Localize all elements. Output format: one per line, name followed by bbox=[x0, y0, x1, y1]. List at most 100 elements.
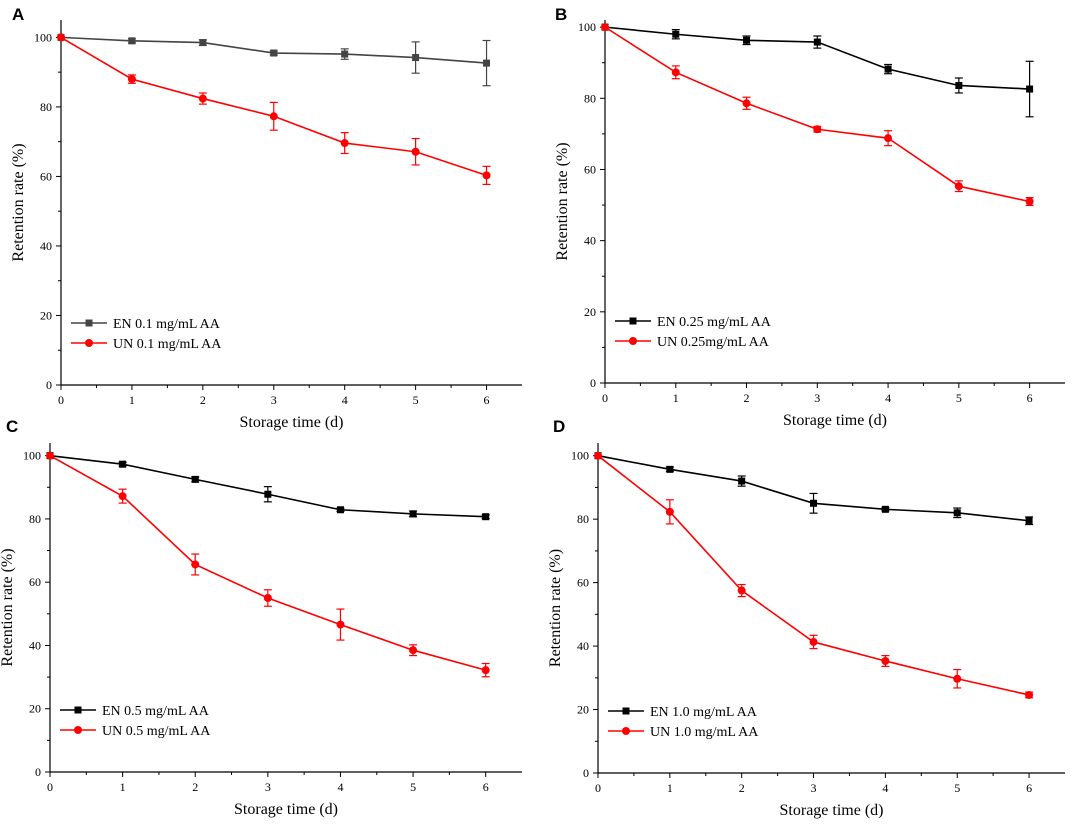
data-point-square bbox=[199, 39, 207, 47]
legend-entry: UN 0.25mg/mL AA bbox=[615, 335, 770, 350]
y-tick-label: 20 bbox=[577, 703, 589, 717]
x-tick-label: 1 bbox=[673, 391, 679, 405]
x-tick-label: 3 bbox=[811, 781, 817, 795]
data-point-square bbox=[666, 465, 674, 473]
data-point-square bbox=[270, 49, 278, 57]
data-point-circle bbox=[953, 674, 962, 683]
data-point-circle bbox=[409, 646, 418, 655]
x-tick-label: 5 bbox=[413, 393, 419, 407]
legend-entry: EN 1.0 mg/mL AA bbox=[608, 705, 758, 720]
data-point-circle bbox=[813, 125, 822, 134]
data-point-circle bbox=[1025, 197, 1034, 206]
y-tick-label: 100 bbox=[571, 449, 589, 463]
data-point-square bbox=[672, 30, 680, 38]
data-point-circle bbox=[191, 560, 200, 569]
x-tick-label: 5 bbox=[954, 781, 960, 795]
y-tick-label: 40 bbox=[40, 239, 52, 253]
legend-label: EN 1.0 mg/mL AA bbox=[650, 705, 758, 720]
x-tick-label: 0 bbox=[58, 393, 64, 407]
series-en bbox=[594, 452, 1034, 526]
series-un bbox=[46, 451, 490, 678]
x-tick-label: 4 bbox=[882, 781, 888, 795]
data-point-circle bbox=[198, 94, 207, 103]
x-tick-label: 6 bbox=[1027, 391, 1033, 405]
series-un bbox=[594, 451, 1034, 699]
x-tick-label: 3 bbox=[265, 780, 271, 794]
legend-marker-square bbox=[85, 319, 93, 327]
data-point-circle bbox=[46, 451, 54, 460]
x-axis-title: Storage time (d) bbox=[240, 414, 344, 431]
x-tick-label: 0 bbox=[47, 780, 53, 794]
panel-letter-d: D bbox=[553, 417, 565, 436]
legend-entry: UN 0.1 mg/mL AA bbox=[71, 337, 222, 352]
data-point-circle bbox=[737, 586, 746, 595]
legend-label: UN 0.1 mg/mL AA bbox=[113, 337, 222, 352]
legend-entry: EN 0.1 mg/mL AA bbox=[71, 317, 221, 332]
x-tick-label: 1 bbox=[120, 780, 126, 794]
legend-entry: EN 0.5 mg/mL AA bbox=[60, 704, 210, 719]
data-point-circle bbox=[263, 594, 272, 603]
x-tick-label: 2 bbox=[739, 781, 745, 795]
legend-entry: UN 1.0 mg/mL AA bbox=[608, 725, 759, 740]
y-tick-label: 100 bbox=[578, 20, 596, 34]
data-point-circle bbox=[481, 666, 490, 675]
data-point-square bbox=[955, 81, 963, 89]
data-point-circle bbox=[411, 147, 420, 156]
x-tick-label: 2 bbox=[192, 780, 198, 794]
series-en bbox=[46, 452, 490, 521]
panel-letter-c: C bbox=[6, 417, 18, 436]
data-point-square bbox=[191, 475, 199, 483]
x-axis-title: Storage time (d) bbox=[234, 801, 338, 818]
legend-marker-circle bbox=[622, 727, 630, 735]
y-axis-title: Retention rate (%) bbox=[0, 548, 16, 666]
y-tick-label: 60 bbox=[577, 576, 589, 590]
y-tick-label: 100 bbox=[34, 30, 52, 44]
y-tick-label: 100 bbox=[23, 449, 41, 463]
panel-letter-b: B bbox=[555, 5, 567, 24]
data-point-circle bbox=[954, 182, 963, 191]
series-line bbox=[597, 455, 1030, 696]
data-point-square bbox=[409, 510, 417, 518]
series-en bbox=[57, 33, 491, 87]
y-axis-title: Retention rate (%) bbox=[10, 143, 27, 261]
data-point-circle bbox=[57, 33, 65, 42]
data-point-circle bbox=[594, 451, 602, 460]
y-tick-label: 20 bbox=[584, 305, 596, 319]
y-tick-label: 40 bbox=[29, 638, 41, 652]
legend-entry: UN 0.5 mg/mL AA bbox=[60, 724, 211, 739]
legend-marker-square bbox=[74, 706, 82, 714]
x-tick-label: 1 bbox=[129, 393, 135, 407]
data-point-square bbox=[482, 513, 490, 521]
y-tick-label: 80 bbox=[40, 100, 52, 114]
x-axis-title: Storage time (d) bbox=[780, 802, 884, 819]
x-tick-label: 4 bbox=[337, 780, 343, 794]
y-tick-label: 0 bbox=[590, 376, 596, 390]
y-tick-label: 20 bbox=[40, 308, 52, 322]
y-axis-title: Retention rate (%) bbox=[554, 142, 571, 260]
x-tick-label: 1 bbox=[667, 781, 673, 795]
x-tick-label: 0 bbox=[595, 781, 601, 795]
legend-label: UN 1.0 mg/mL AA bbox=[650, 725, 759, 740]
legend-label: EN 0.25 mg/mL AA bbox=[657, 315, 772, 330]
data-point-circle bbox=[884, 134, 893, 143]
x-axis-title: Storage time (d) bbox=[783, 412, 887, 429]
data-point-circle bbox=[336, 620, 345, 629]
x-tick-label: 2 bbox=[744, 391, 750, 405]
data-point-circle bbox=[118, 492, 127, 501]
legend-marker-circle bbox=[74, 726, 82, 734]
series-line bbox=[604, 26, 1030, 203]
y-tick-label: 80 bbox=[584, 91, 596, 105]
data-point-square bbox=[483, 59, 491, 67]
legend-label: UN 0.5 mg/mL AA bbox=[102, 724, 211, 739]
x-tick-label: 6 bbox=[483, 780, 489, 794]
legend-entry: EN 0.25 mg/mL AA bbox=[615, 315, 772, 330]
data-point-circle bbox=[340, 139, 349, 148]
data-point-square bbox=[341, 50, 349, 58]
data-point-circle bbox=[601, 23, 609, 32]
legend-label: EN 0.1 mg/mL AA bbox=[113, 317, 221, 332]
